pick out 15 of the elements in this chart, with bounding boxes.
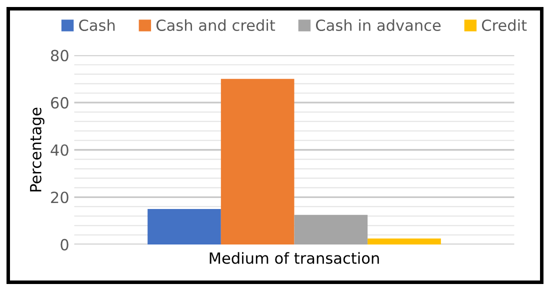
- y-tick-label: 60: [51, 97, 68, 109]
- legend-label: Credit: [482, 19, 527, 32]
- legend-label: Cash and credit: [156, 19, 276, 32]
- x-axis-title: Medium of transaction: [210, 252, 379, 264]
- legend-label: Cash in advance: [316, 19, 441, 32]
- y-tick-label: 80: [50, 50, 68, 62]
- y-tick-label: 40: [50, 144, 68, 156]
- bar: [148, 208, 221, 244]
- bar: [368, 238, 441, 244]
- y-tick-label: 0: [60, 238, 68, 250]
- y-tick-label: 20: [51, 192, 68, 204]
- bar: [294, 214, 368, 244]
- y-axis-title: Percentage: [30, 108, 44, 192]
- bar: [220, 78, 294, 244]
- legend-label: Cash: [79, 19, 115, 32]
